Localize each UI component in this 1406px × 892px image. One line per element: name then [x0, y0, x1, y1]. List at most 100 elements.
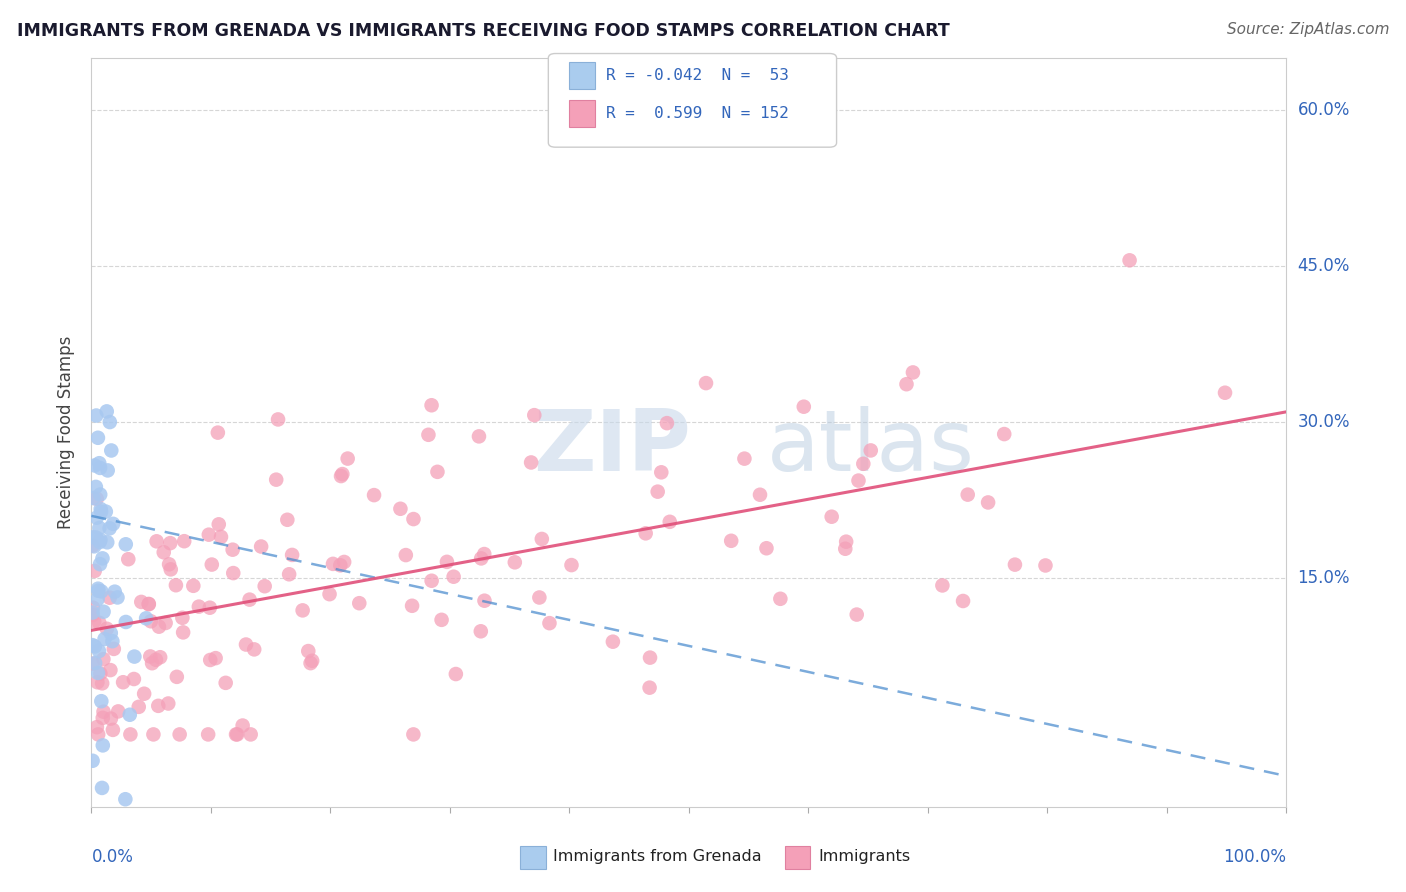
Point [82, 754, 104, 768]
Point [166, 670, 188, 684]
Point [124, 649, 146, 664]
Point [322, 557, 344, 571]
Point [430, 613, 453, 627]
Point [401, 599, 423, 613]
Point [93, 632, 115, 646]
Point [84, 480, 107, 494]
Point [253, 579, 276, 593]
Point [87, 644, 110, 658]
Point [472, 547, 495, 561]
Point [82, 530, 104, 544]
Point [98, 415, 121, 429]
Point [333, 555, 356, 569]
Point [523, 408, 546, 422]
Text: R =  0.599  N = 152: R = 0.599 N = 152 [606, 106, 789, 120]
Point [530, 532, 553, 546]
Point [90, 694, 112, 708]
Point [89, 666, 111, 681]
Point [83, 539, 105, 553]
Point [222, 566, 245, 580]
Point [239, 592, 262, 607]
Point [155, 615, 177, 630]
Point [86, 491, 108, 506]
Point [443, 570, 465, 584]
Point [96, 404, 118, 418]
Text: Immigrants: Immigrants [818, 849, 911, 863]
Point [291, 603, 314, 617]
Point [139, 649, 162, 664]
Point [931, 578, 953, 592]
Point [134, 687, 156, 701]
Point [267, 412, 290, 426]
Text: 15.0%: 15.0% [1298, 569, 1350, 587]
Point [159, 562, 181, 576]
Point [276, 513, 298, 527]
Point [852, 457, 875, 471]
Point [402, 727, 425, 741]
Point [82, 657, 104, 671]
Point [183, 579, 205, 593]
Point [98, 591, 121, 605]
Point [318, 587, 340, 601]
Point [91, 739, 114, 753]
Point [84, 409, 107, 423]
Point [1035, 558, 1057, 573]
Point [402, 512, 425, 526]
Point [93, 652, 115, 666]
Point [90, 505, 112, 519]
Point [148, 698, 170, 713]
Point [538, 616, 561, 631]
Text: 45.0%: 45.0% [1298, 257, 1350, 275]
Point [187, 599, 209, 614]
Point [896, 377, 918, 392]
Point [172, 625, 194, 640]
Point [834, 541, 856, 556]
Point [100, 443, 122, 458]
Point [82, 539, 104, 553]
Point [96, 535, 118, 549]
Point [107, 705, 129, 719]
Point [101, 516, 124, 531]
Point [336, 451, 359, 466]
Point [208, 517, 231, 532]
Point [221, 542, 243, 557]
Point [87, 727, 110, 741]
Point [420, 574, 443, 588]
Point [148, 620, 170, 634]
Point [720, 533, 742, 548]
Point [159, 536, 181, 550]
Point [138, 597, 160, 611]
Point [426, 465, 449, 479]
Point [82, 600, 104, 615]
Point [281, 548, 304, 562]
Point [94, 505, 117, 519]
Point [165, 578, 187, 592]
Point [647, 484, 669, 499]
Point [89, 456, 111, 470]
Text: ZIP: ZIP [534, 406, 692, 489]
Point [98, 521, 121, 535]
Point [90, 584, 112, 599]
Point [264, 473, 287, 487]
Point [956, 488, 979, 502]
Text: 0.0%: 0.0% [91, 848, 134, 866]
Point [529, 591, 551, 605]
Point [83, 564, 105, 578]
Point [120, 727, 142, 741]
Point [560, 558, 582, 573]
Point [232, 718, 254, 732]
Point [97, 463, 120, 477]
Point [200, 653, 222, 667]
Point [104, 584, 127, 599]
Point [821, 509, 844, 524]
Point [278, 567, 301, 582]
Point [389, 501, 412, 516]
Point [197, 727, 219, 741]
Point [145, 653, 167, 667]
Point [332, 467, 354, 481]
Point [977, 495, 1000, 509]
Point [96, 622, 118, 636]
Point [1004, 558, 1026, 572]
Point [100, 626, 122, 640]
Point [128, 699, 150, 714]
